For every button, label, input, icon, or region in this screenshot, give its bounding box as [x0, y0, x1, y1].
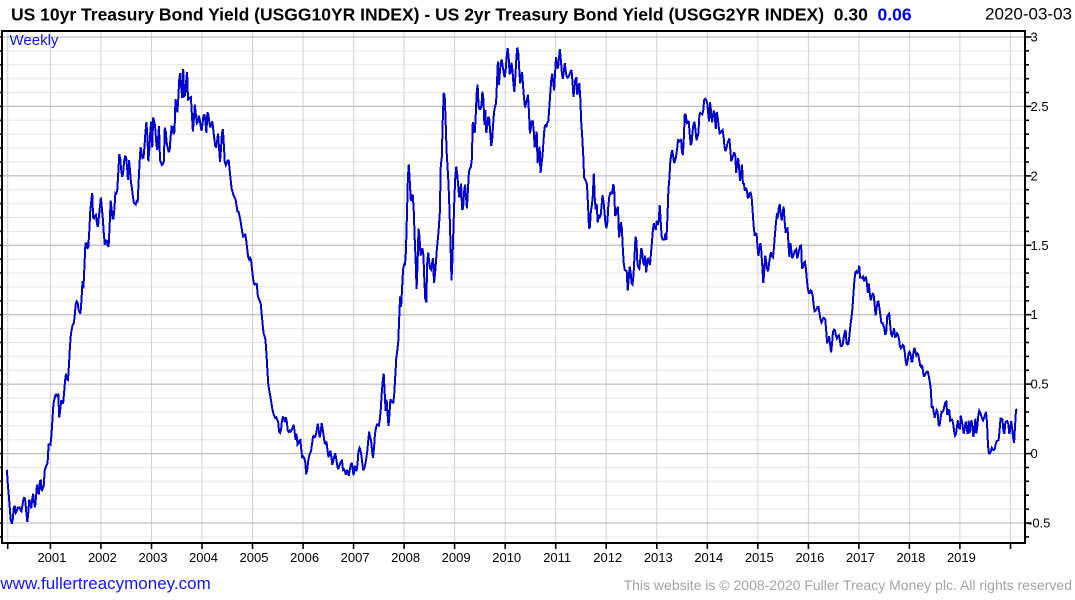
svg-text:2001: 2001 — [37, 550, 66, 565]
svg-text:2018: 2018 — [896, 550, 925, 565]
svg-text:2004: 2004 — [189, 550, 218, 565]
svg-text:-0.5: -0.5 — [1028, 516, 1050, 531]
svg-text:www.fullertreacymoney.com: www.fullertreacymoney.com — [0, 574, 211, 593]
svg-text:2: 2 — [1031, 168, 1038, 183]
svg-text:1.5: 1.5 — [1031, 238, 1049, 253]
svg-text:2020-03-03: 2020-03-03 — [985, 5, 1072, 24]
svg-text:US 10yr Treasury Bond Yield (U: US 10yr Treasury Bond Yield (USGG10YR IN… — [11, 5, 912, 25]
svg-text:2003: 2003 — [139, 550, 168, 565]
svg-text:2.5: 2.5 — [1031, 99, 1049, 114]
svg-text:2010: 2010 — [492, 550, 521, 565]
svg-text:2011: 2011 — [543, 550, 571, 565]
svg-text:This website is © 2008-2020 Fu: This website is © 2008-2020 Fuller Treac… — [624, 577, 1072, 593]
svg-text:2009: 2009 — [442, 550, 471, 565]
svg-text:0: 0 — [1031, 446, 1038, 461]
svg-text:2019: 2019 — [947, 550, 976, 565]
svg-text:2005: 2005 — [240, 550, 269, 565]
svg-text:1: 1 — [1031, 307, 1038, 322]
svg-text:2007: 2007 — [341, 550, 370, 565]
svg-text:2017: 2017 — [846, 550, 875, 565]
svg-text:2008: 2008 — [391, 550, 420, 565]
svg-text:2012: 2012 — [593, 550, 622, 565]
svg-text:0.5: 0.5 — [1031, 377, 1049, 392]
svg-text:2016: 2016 — [795, 550, 824, 565]
svg-text:2002: 2002 — [88, 550, 117, 565]
svg-text:Weekly: Weekly — [10, 32, 59, 49]
svg-text:2013: 2013 — [644, 550, 673, 565]
svg-text:3: 3 — [1031, 30, 1038, 45]
svg-text:2006: 2006 — [290, 550, 319, 565]
svg-text:2015: 2015 — [745, 550, 774, 565]
svg-text:2014: 2014 — [694, 550, 723, 565]
